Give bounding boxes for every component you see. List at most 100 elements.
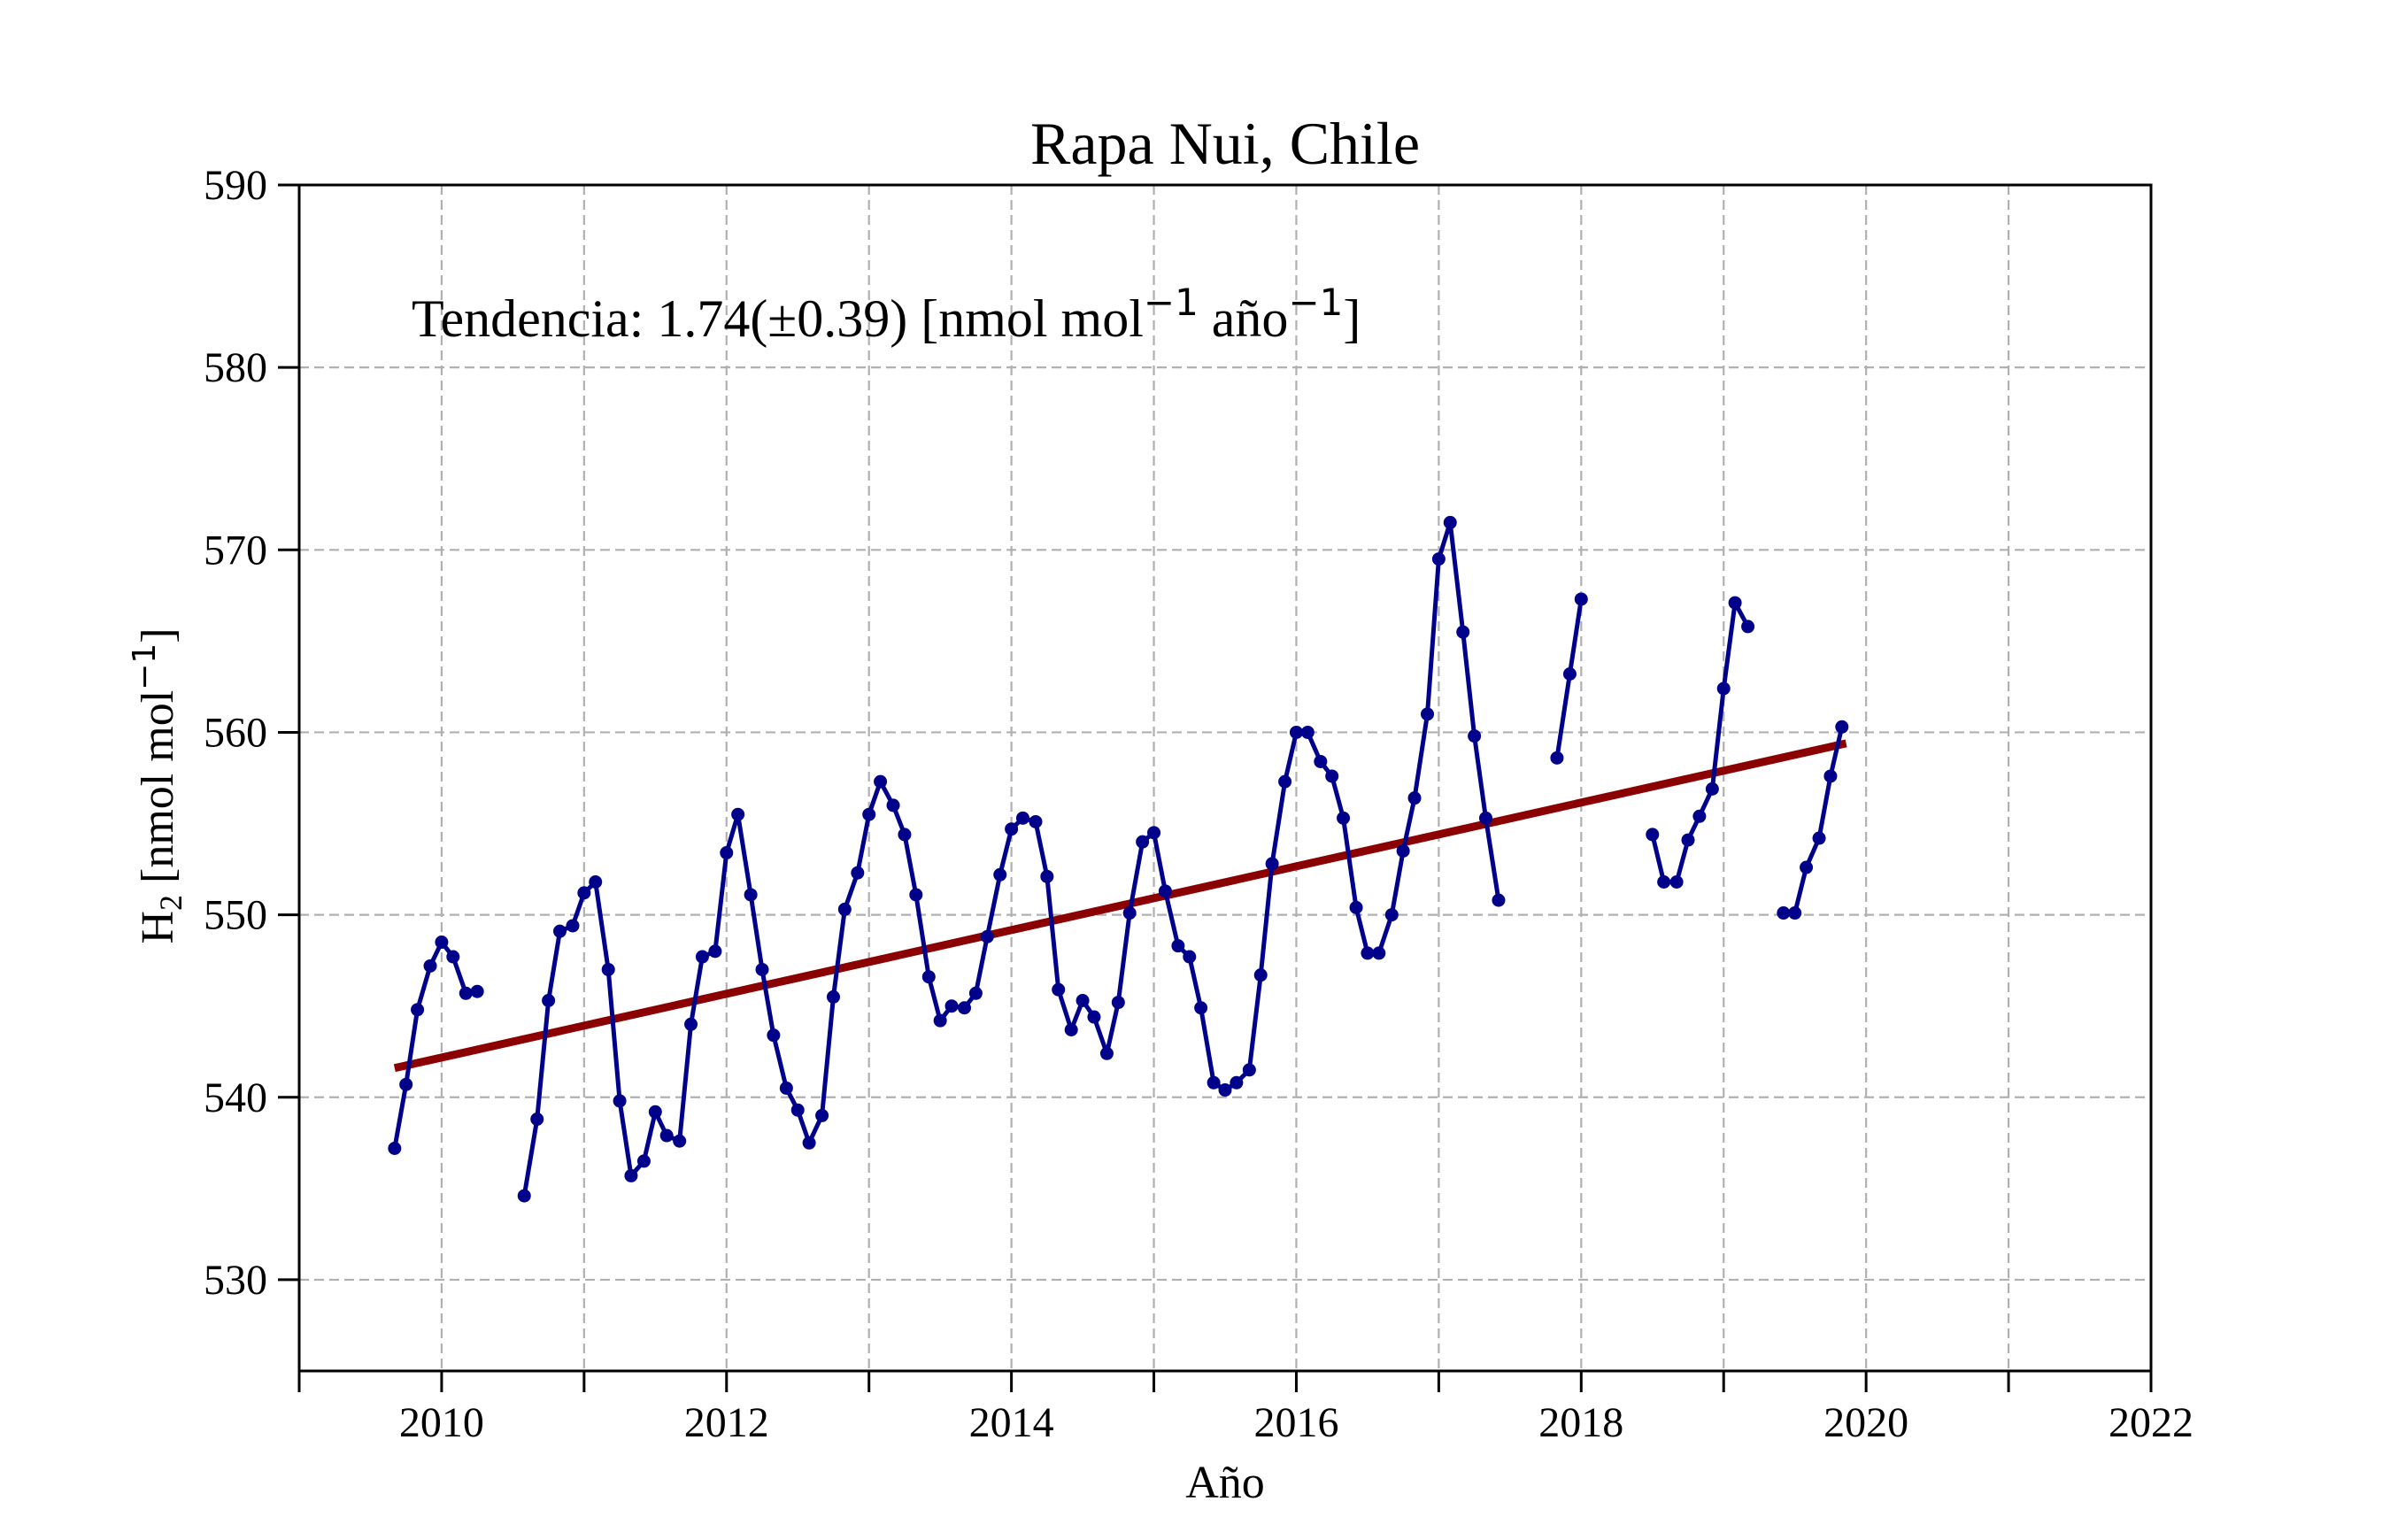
x-tick-label: 2022 [2109,1399,2193,1446]
data-point [470,984,484,998]
trend-annotation-suffix: ] [1343,289,1361,348]
data-point [435,936,449,950]
data-point [1421,707,1435,721]
data-point [1349,900,1363,914]
trend-annotation-mid: año [1199,289,1289,348]
data-point [1040,869,1054,883]
data-point [909,888,923,902]
data-point [731,807,745,821]
data-point [1705,782,1719,796]
data-point [1029,814,1043,828]
data-point [1788,906,1802,920]
data-point [1550,751,1564,765]
data-point [1716,681,1731,696]
data-point [517,1189,531,1203]
data-point [1111,996,1125,1010]
data-point [886,798,900,812]
data-point [1478,811,1492,825]
data-point [1171,939,1185,953]
y-tick-label: 590 [204,162,267,209]
data-point [613,1094,627,1108]
data-point [1492,893,1506,907]
data-point [1207,1075,1221,1090]
data-point [933,1013,947,1028]
data-point [767,1028,781,1043]
trend-annotation-sup2: −1 [1288,281,1343,324]
y-axis-label-units: [nmol mol [133,690,183,895]
data-point [566,919,580,933]
y-tick-label: 570 [204,527,267,574]
data-point [1052,982,1066,997]
data-point [779,1081,793,1095]
trend-annotation-sup1: −1 [1144,281,1199,324]
data-point [1361,946,1375,960]
x-tick-label: 2012 [684,1399,769,1446]
data-point [1372,946,1386,960]
data-point [898,828,912,842]
data-point [601,962,615,976]
data-point [411,1003,425,1017]
trend-annotation-prefix: Tendencia: 1.74(±0.39) [nmol mol [412,289,1144,348]
data-point [1669,875,1684,889]
data-point [921,970,936,984]
data-point [1562,666,1577,681]
y-axis-label-main: H [133,911,183,944]
data-point [1823,769,1838,783]
y-tick-label: 530 [204,1257,267,1304]
data-point [1147,826,1161,840]
data-point [790,1103,805,1117]
data-point [1681,833,1695,847]
data-point [1064,1022,1078,1036]
data-point [1183,950,1197,964]
x-axis-ticks: 2010 2012 2014 2016 2018 2020 2022 [297,1371,2193,1446]
data-point [1456,625,1470,639]
data-point [744,888,758,902]
data-point [944,999,959,1013]
data-point [1468,729,1482,743]
data-point [1741,620,1755,634]
x-tick-label: 2010 [399,1399,484,1446]
y-tick-label: 580 [204,344,267,391]
data-point [1443,515,1457,529]
data-point [1646,828,1660,842]
data-point [673,1134,687,1148]
data-point [993,867,1007,882]
data-point [826,989,840,1004]
data-point [1122,906,1137,920]
data-point [542,994,556,1008]
data-point [1777,906,1791,920]
y-axis-label-close: ] [133,628,183,643]
trend-annotation: Tendencia: 1.74(±0.39) [nmol mol−1 año−1… [412,281,1361,348]
data-point [708,944,722,959]
grid [299,185,2151,1371]
data-point [1812,831,1826,845]
axes-frame [297,183,2153,1373]
series-line-segment [1650,600,1750,885]
data-point [636,1154,651,1168]
data-point [755,962,769,976]
data-point [648,1105,662,1119]
data-point [1800,860,1814,874]
x-tick-label: 2016 [1253,1399,1338,1446]
x-axis-label: Año [1185,1458,1265,1508]
data-point [837,902,852,916]
data-point [1087,1010,1101,1024]
data-point [1314,754,1328,768]
data-point [1230,1075,1244,1090]
data-point [862,807,876,821]
data-point [530,1113,544,1127]
data-point [851,866,865,880]
data-point [874,774,888,789]
y-axis-label: H2 [nmol mol−1] [127,628,189,943]
data-point [980,929,994,943]
data-point [388,1141,402,1155]
y-axis-ticks: 530 540 550 560 570 580 590 [204,162,299,1304]
data-point [1076,994,1090,1008]
y-tick-label: 550 [204,892,267,939]
data-point [1657,875,1671,889]
data-point [1194,1001,1208,1015]
data-point [1099,1046,1114,1060]
data-point [1005,822,1019,836]
data-point [802,1136,816,1150]
